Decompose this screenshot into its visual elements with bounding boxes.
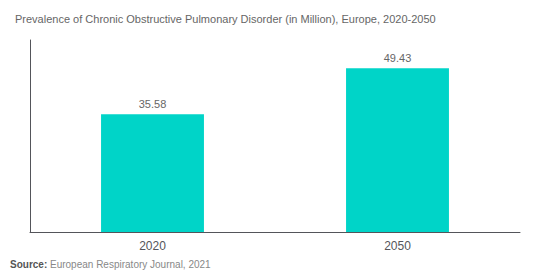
svg-text:35.58: 35.58: [139, 98, 167, 110]
svg-text:49.43: 49.43: [384, 52, 412, 64]
svg-text:Prevalence of Chronic Obstruct: Prevalence of Chronic Obstructive Pulmon…: [15, 13, 436, 25]
svg-text:2020: 2020: [139, 239, 166, 253]
svg-text:Source:: Source:: [10, 259, 47, 270]
svg-text:European Respiratory Journal,: European Respiratory Journal, 2021: [50, 259, 211, 270]
svg-text:2050: 2050: [384, 239, 411, 253]
